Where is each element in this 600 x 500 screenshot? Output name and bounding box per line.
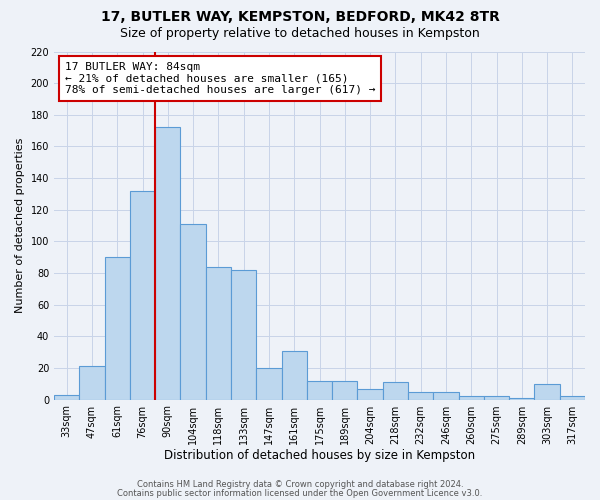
Bar	[256, 368, 281, 400]
Bar	[484, 396, 509, 400]
Bar	[383, 382, 408, 400]
X-axis label: Distribution of detached houses by size in Kempston: Distribution of detached houses by size …	[164, 450, 475, 462]
Bar	[458, 396, 484, 400]
Bar	[307, 380, 332, 400]
Text: Contains public sector information licensed under the Open Government Licence v3: Contains public sector information licen…	[118, 488, 482, 498]
Bar	[281, 350, 307, 400]
Text: 17, BUTLER WAY, KEMPSTON, BEDFORD, MK42 8TR: 17, BUTLER WAY, KEMPSTON, BEDFORD, MK42 …	[101, 10, 499, 24]
Bar	[509, 398, 535, 400]
Bar	[560, 396, 585, 400]
Bar	[54, 395, 79, 400]
Bar	[408, 392, 433, 400]
Bar	[206, 266, 231, 400]
Text: 17 BUTLER WAY: 84sqm
← 21% of detached houses are smaller (165)
78% of semi-deta: 17 BUTLER WAY: 84sqm ← 21% of detached h…	[65, 62, 375, 95]
Bar	[535, 384, 560, 400]
Bar	[231, 270, 256, 400]
Bar	[332, 380, 358, 400]
Y-axis label: Number of detached properties: Number of detached properties	[15, 138, 25, 313]
Bar	[79, 366, 104, 400]
Text: Contains HM Land Registry data © Crown copyright and database right 2024.: Contains HM Land Registry data © Crown c…	[137, 480, 463, 489]
Bar	[181, 224, 206, 400]
Bar	[130, 190, 155, 400]
Bar	[104, 257, 130, 400]
Bar	[358, 388, 383, 400]
Text: Size of property relative to detached houses in Kempston: Size of property relative to detached ho…	[120, 28, 480, 40]
Bar	[155, 128, 181, 400]
Bar	[433, 392, 458, 400]
